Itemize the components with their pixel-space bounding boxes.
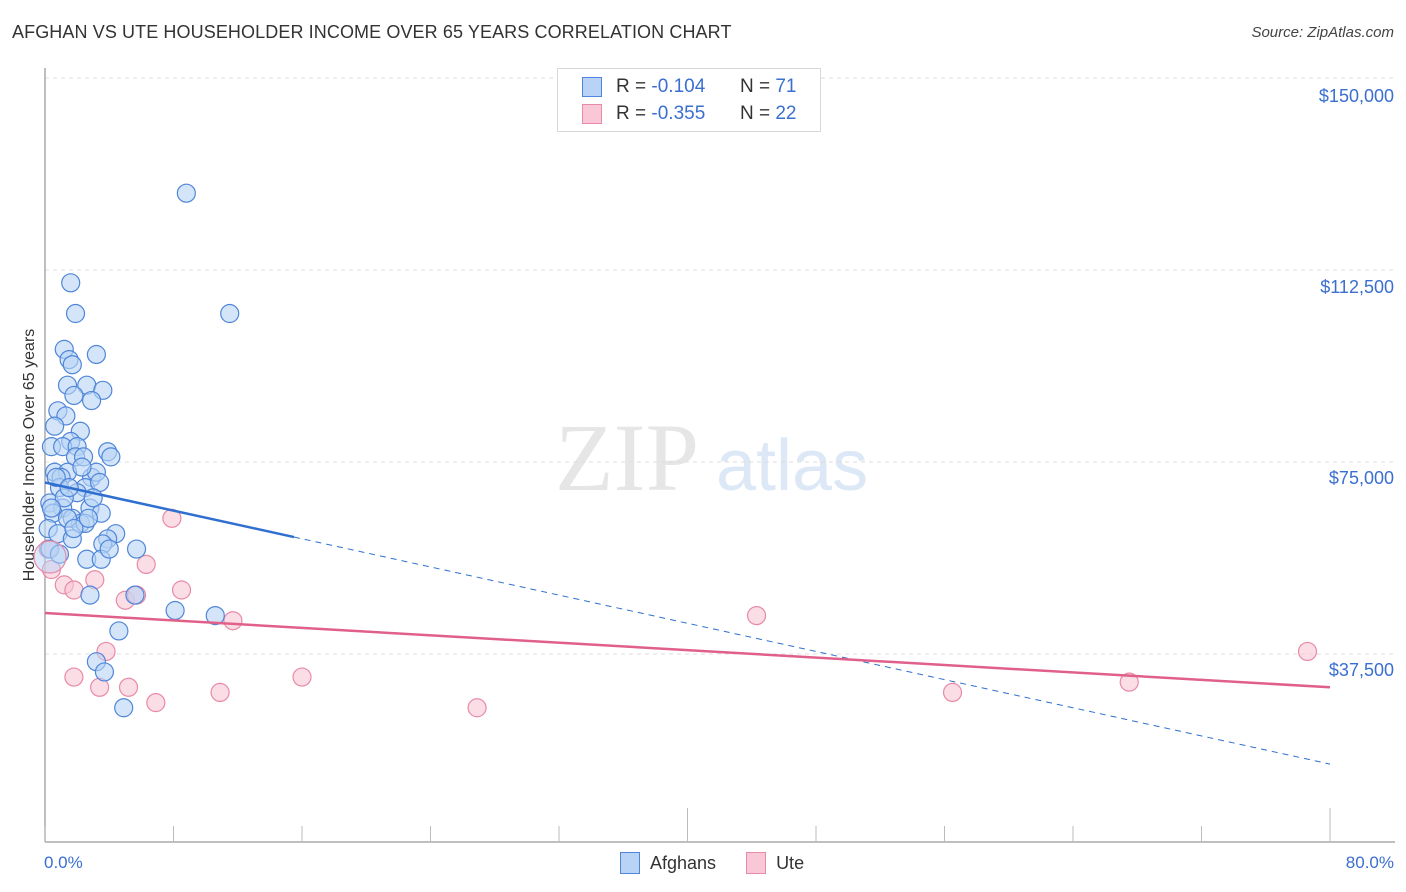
r-label: R = xyxy=(616,103,647,124)
legend-item-afghans[interactable]: Afghans xyxy=(620,852,716,874)
data-point xyxy=(64,580,84,600)
legend-row-ute: R = -0.355 N = 22 xyxy=(582,102,796,126)
legend-label-ute: Ute xyxy=(776,852,805,873)
data-point xyxy=(78,508,98,528)
legend-label-afghans: Afghans xyxy=(650,852,717,873)
axes xyxy=(44,68,1395,843)
source-label: Source: ZipAtlas.com xyxy=(1251,24,1394,41)
data-point xyxy=(101,447,121,467)
data-point xyxy=(146,693,166,713)
data-point xyxy=(1119,672,1139,692)
afghans-trend-dashed xyxy=(293,536,1331,765)
y-tick-150000: $150,000 xyxy=(1318,86,1394,106)
n-label: N = xyxy=(739,103,771,124)
ute-trend xyxy=(44,611,1331,689)
legend-item-ute[interactable]: Ute xyxy=(746,852,804,874)
afghans-swatch-icon xyxy=(620,852,640,874)
afghans-swatch-icon xyxy=(582,77,602,97)
r-label: R = xyxy=(616,76,647,97)
y-tick-75000: $75,000 xyxy=(1328,468,1394,488)
data-point xyxy=(81,390,102,411)
data-point xyxy=(210,682,230,703)
data-point xyxy=(942,682,963,703)
data-point xyxy=(171,580,192,600)
watermark-zip: ZIP xyxy=(555,404,699,511)
data-point xyxy=(109,621,129,641)
r-value-afghans: -0.104 xyxy=(651,76,706,97)
data-point xyxy=(114,698,134,718)
ute-swatch-icon xyxy=(582,104,602,124)
data-point xyxy=(80,585,100,605)
x-tick-min: 0.0% xyxy=(44,853,83,872)
r-value-ute: -0.355 xyxy=(651,103,706,124)
n-value-ute: 22 xyxy=(775,103,797,124)
data-point xyxy=(65,303,86,324)
data-point xyxy=(72,457,92,477)
data-point xyxy=(99,539,119,559)
data-point xyxy=(62,355,82,375)
correlation-legend: R = -0.104 N = 71 R = -0.355 N = 22 xyxy=(557,68,821,132)
data-point xyxy=(292,667,312,687)
data-point xyxy=(220,303,240,324)
y-tick-112500: $112,500 xyxy=(1320,277,1394,297)
data-point xyxy=(176,183,196,203)
data-point xyxy=(45,416,65,436)
data-point xyxy=(223,611,243,631)
afghan-points xyxy=(33,183,240,718)
data-point xyxy=(205,605,225,626)
data-point xyxy=(136,554,156,575)
legend-row-afghans: R = -0.104 N = 71 xyxy=(582,75,796,99)
data-point xyxy=(126,539,147,559)
chart-title: AFGHAN VS UTE HOUSEHOLDER INCOME OVER 65… xyxy=(12,22,732,42)
n-value-afghans: 71 xyxy=(775,76,797,97)
data-point xyxy=(46,467,66,487)
data-point xyxy=(1297,641,1318,662)
x-tick-max: 80.0% xyxy=(1345,853,1394,872)
data-point xyxy=(746,605,767,626)
y-tick-37500: $37,500 xyxy=(1328,660,1394,680)
afghans-trend-solid xyxy=(44,481,295,539)
ute-swatch-icon xyxy=(746,852,767,874)
data-point xyxy=(64,385,84,406)
data-point xyxy=(64,518,84,539)
data-point xyxy=(86,344,107,365)
ute-points xyxy=(38,508,1318,718)
n-label: N = xyxy=(739,76,771,97)
data-point xyxy=(467,698,487,718)
series-legend: Afghans Ute xyxy=(620,852,834,874)
data-point xyxy=(64,667,84,687)
trend-lines xyxy=(44,481,1331,765)
data-point xyxy=(118,677,139,697)
watermark: ZIP atlas xyxy=(555,404,868,511)
data-point xyxy=(165,600,185,621)
gridlines xyxy=(45,77,1395,655)
watermark-atlas: atlas xyxy=(716,426,868,506)
data-point xyxy=(33,540,67,574)
data-point xyxy=(125,585,145,605)
data-point xyxy=(61,273,81,293)
data-point xyxy=(41,498,62,518)
data-point xyxy=(94,662,115,682)
